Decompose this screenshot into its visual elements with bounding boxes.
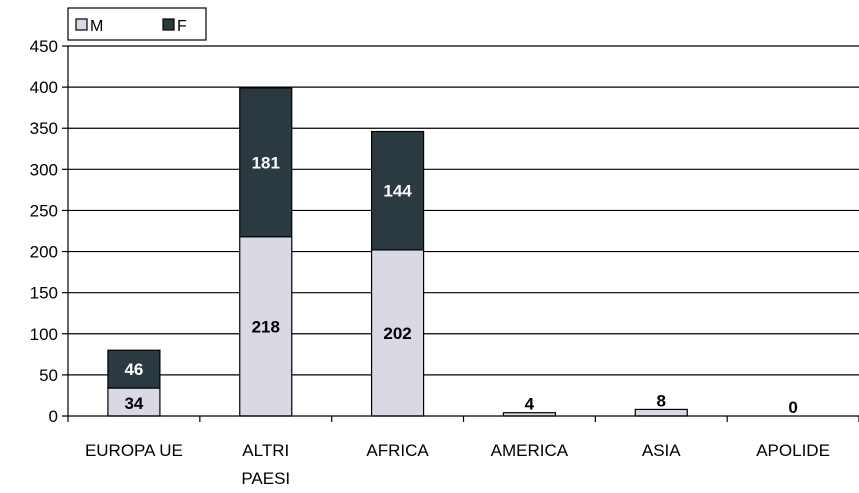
y-tick-label: 0 [49, 407, 58, 426]
x-tick-label: AMERICA [491, 441, 569, 460]
y-tick-label: 100 [30, 325, 58, 344]
legend-swatch-f [162, 18, 175, 31]
grid-lines [68, 45, 859, 376]
data-label-m: 8 [657, 391, 666, 410]
legend-label-f: F [177, 18, 187, 35]
y-tick-label: 350 [30, 119, 58, 138]
legend-label-m: M [90, 18, 103, 35]
y-tick-label: 450 [30, 37, 58, 56]
y-tick-label: 150 [30, 284, 58, 303]
legend-swatch-m [75, 18, 88, 31]
data-label-m: 4 [525, 395, 535, 414]
y-tick-label: 50 [39, 366, 58, 385]
x-tick-label: ALTRI [242, 441, 289, 460]
y-tick-label: 400 [30, 78, 58, 97]
data-label-f: 46 [124, 360, 143, 379]
legend-box [67, 7, 207, 41]
data-label-m: 0 [788, 398, 797, 417]
data-label-m: 34 [124, 394, 143, 413]
y-tick-label: 250 [30, 201, 58, 220]
y-tick-label: 200 [30, 243, 58, 262]
x-tick-label: AFRICA [366, 441, 429, 460]
bar-segment-f [107, 349, 161, 389]
data-labels: 46 34 181 218 144 202 4 8 0 [124, 153, 797, 417]
bar-segment-f [239, 87, 293, 238]
data-label-f: 181 [252, 153, 280, 172]
x-tick-label: APOLIDE [756, 441, 830, 460]
bar-segment-f [370, 130, 425, 251]
x-tick-label: PAESI [241, 469, 290, 488]
y-tick-label: 300 [30, 160, 58, 179]
axes: 0 50 100 150 200 250 300 350 400 450 EUROPA UE ALTR… [30, 37, 859, 488]
data-label-m: 218 [252, 317, 280, 336]
data-label-f: 144 [383, 182, 412, 201]
x-tick-label: EUROPA UE [85, 441, 183, 460]
data-label-m: 202 [383, 324, 411, 343]
x-tick-label: ASIA [642, 441, 681, 460]
bars [107, 87, 688, 417]
